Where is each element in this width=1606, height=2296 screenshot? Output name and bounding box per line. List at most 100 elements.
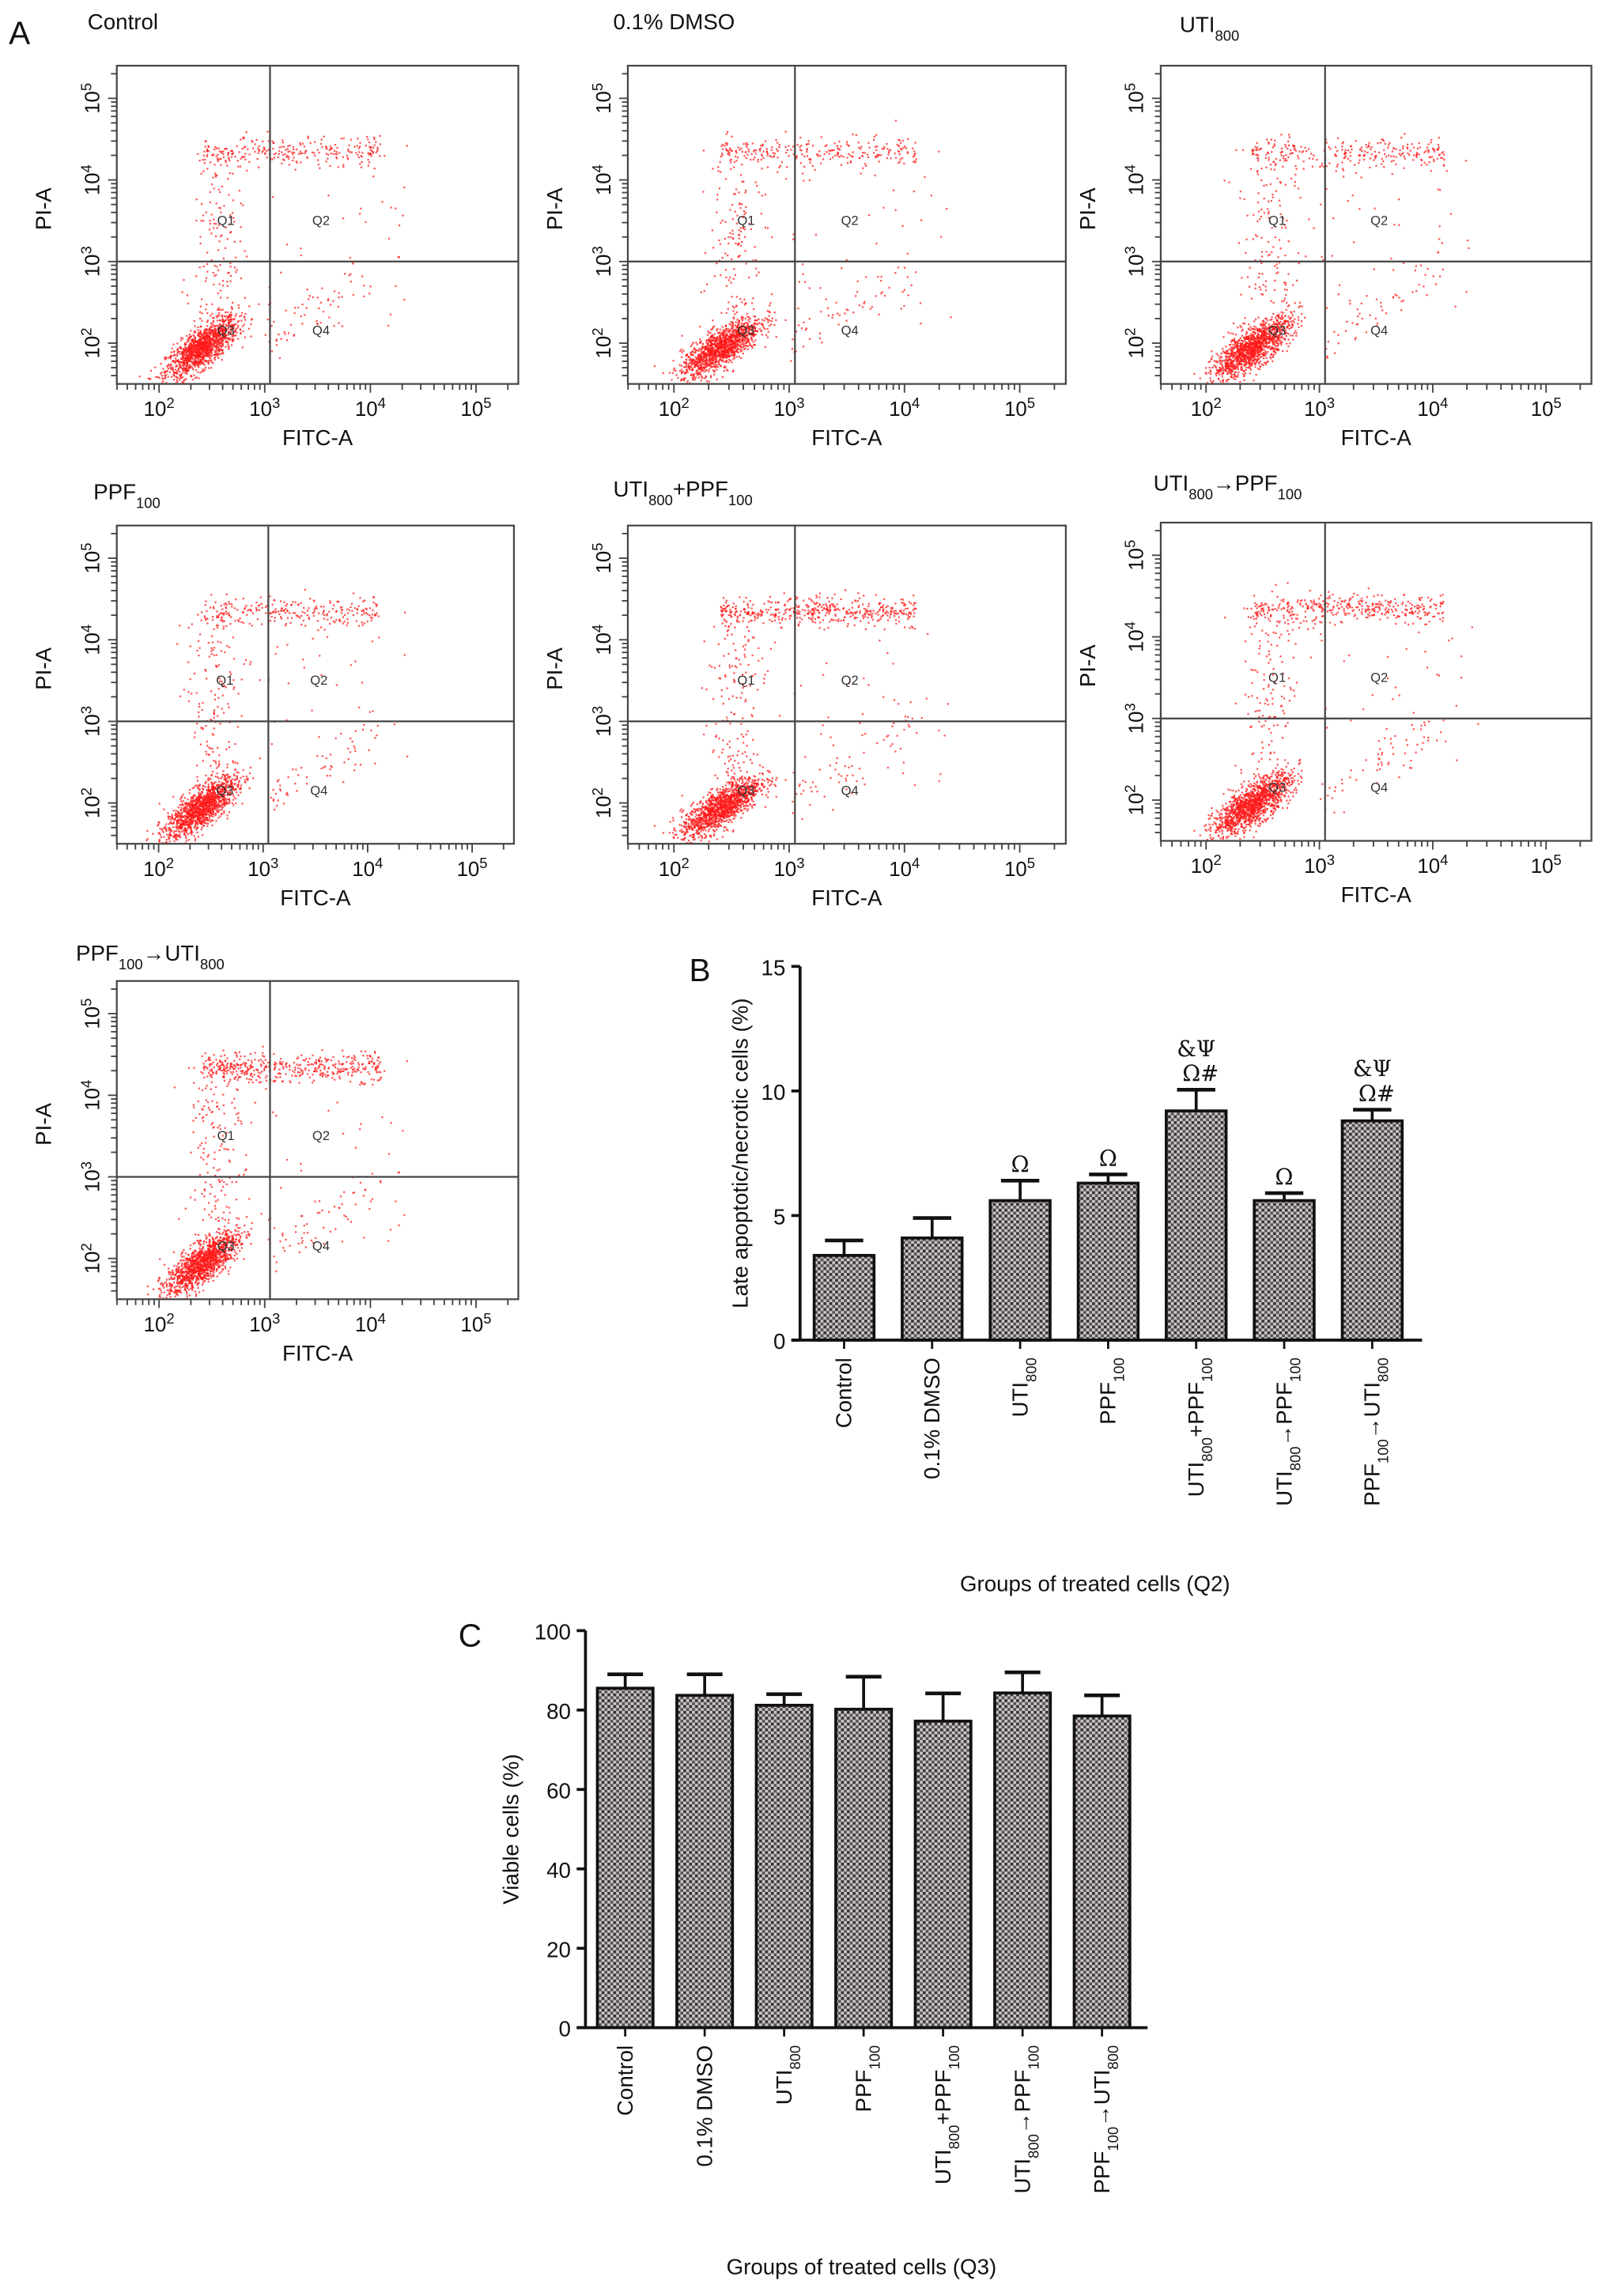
event-dot (300, 144, 301, 145)
event-dot (746, 144, 747, 145)
event-dot (316, 320, 317, 322)
event-dot (769, 325, 770, 327)
event-dot (1273, 350, 1275, 352)
event-dot (363, 296, 365, 297)
event-dot (244, 324, 245, 326)
event-dot (1286, 309, 1287, 311)
event-dot (225, 160, 226, 161)
event-dot (690, 346, 692, 347)
event-dot (753, 341, 754, 342)
event-dot (686, 354, 688, 356)
event-dot (1292, 334, 1294, 336)
event-dot (898, 145, 900, 147)
event-dot (331, 153, 332, 154)
event-dot (1243, 370, 1245, 372)
event-dot (721, 349, 723, 351)
event-dot (749, 342, 750, 344)
event-dot (888, 152, 890, 153)
event-dot (285, 149, 286, 150)
event-dot (1231, 374, 1233, 376)
event-dot (1210, 369, 1211, 371)
event-dot (194, 353, 195, 355)
event-dot (851, 156, 852, 157)
event-dot (722, 220, 724, 221)
event-dot (731, 136, 732, 138)
event-dot (819, 333, 821, 334)
event-dot (686, 364, 687, 365)
event-dot (701, 380, 702, 381)
event-dot (746, 157, 747, 159)
event-dot (691, 361, 693, 362)
event-dot (895, 157, 897, 158)
event-dot (336, 151, 338, 153)
event-dot (739, 204, 740, 206)
event-dot (1255, 319, 1256, 320)
event-dot (332, 300, 334, 302)
event-dot (1238, 357, 1240, 358)
event-dot (751, 153, 753, 155)
event-dot (338, 166, 339, 168)
event-dot (688, 357, 690, 358)
event-dot (729, 344, 731, 346)
event-dot (710, 345, 712, 346)
event-dot (240, 240, 241, 242)
event-dot (715, 361, 716, 363)
event-dot (726, 312, 727, 314)
event-dot (724, 332, 725, 334)
event-dot (204, 145, 206, 147)
event-dot (242, 346, 244, 348)
event-dot (221, 319, 223, 320)
event-dot (286, 244, 288, 245)
event-dot (739, 298, 741, 300)
event-dot (1254, 348, 1256, 349)
event-dot (314, 142, 316, 143)
event-dot (751, 302, 753, 304)
event-dot (940, 236, 942, 238)
event-dot (210, 327, 212, 328)
event-dot (712, 362, 713, 364)
event-dot (184, 344, 186, 346)
event-dot (281, 338, 282, 340)
event-dot (697, 350, 699, 352)
event-dot (1227, 362, 1229, 364)
quadrant-label: Q1 (737, 213, 754, 228)
event-dot (231, 338, 232, 340)
event-dot (291, 152, 293, 153)
event-dot (240, 166, 241, 168)
event-dot (754, 246, 755, 247)
event-dot (769, 319, 770, 321)
event-dot (746, 340, 748, 342)
event-dot (817, 153, 818, 155)
y-axis-label: PI-A (32, 187, 56, 230)
event-dot (244, 159, 246, 160)
event-dot (194, 320, 195, 322)
event-dot (735, 274, 736, 276)
event-dot (856, 291, 858, 293)
event-dot (681, 372, 682, 374)
event-dot (725, 178, 727, 179)
event-dot (296, 149, 297, 150)
event-dot (724, 365, 725, 367)
event-dot (274, 153, 275, 155)
event-dot (1226, 373, 1228, 375)
event-dot (179, 379, 180, 380)
event-dot (220, 164, 221, 166)
event-dot (742, 151, 743, 153)
event-dot (725, 355, 727, 357)
event-dot (258, 304, 259, 305)
event-dot (733, 348, 735, 349)
event-dot (720, 156, 722, 157)
event-dot (293, 152, 295, 153)
event-dot (285, 310, 286, 312)
event-dot (703, 358, 705, 360)
event-dot (283, 159, 285, 160)
event-dot (286, 339, 288, 341)
event-dot (1260, 338, 1262, 340)
event-dot (837, 312, 838, 314)
x-axis-label: FITC-A (811, 425, 882, 450)
event-dot (161, 375, 163, 376)
event-dot (1234, 343, 1236, 345)
event-dot (194, 330, 195, 332)
event-dot (320, 302, 322, 304)
event-dot (228, 349, 229, 350)
